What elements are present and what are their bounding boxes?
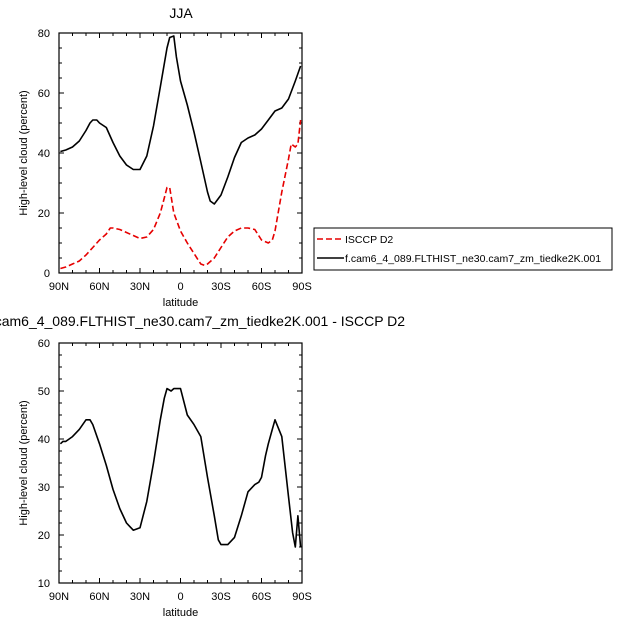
x-tick-label: 60N <box>89 281 109 293</box>
series-line-1 <box>60 35 302 205</box>
x-tick-label: 30S <box>211 281 231 293</box>
x-tick-label: 0 <box>177 591 183 603</box>
y-tick-label: 0 <box>44 268 50 280</box>
series-line-0 <box>60 119 302 270</box>
y-tick-label: 40 <box>38 434 50 446</box>
legend: ISCCP D2 f.cam6_4_089.FLTHIST_ne30.cam7_z… <box>313 227 613 271</box>
y-tick-label: 10 <box>38 578 50 590</box>
x-tick-label: 0 <box>177 281 183 293</box>
x-tick-label: 90N <box>49 591 69 603</box>
legend-box <box>313 227 613 271</box>
x-tick-label: 60S <box>252 281 272 293</box>
y-tick-label: 80 <box>38 28 50 40</box>
chart-jja: JJA 90N 60N 30N 0 30S 60S 90S 0 20 40 60 80 latitude H… <box>18 5 312 309</box>
y-tick-label: 60 <box>38 88 50 100</box>
x-tick-label: 30N <box>130 281 150 293</box>
y-tick-label: 20 <box>38 208 50 220</box>
y-tick-label: 50 <box>38 386 50 398</box>
x-tick-label: 30N <box>130 591 150 603</box>
x-tick-label: 60N <box>89 591 109 603</box>
plot-frame <box>58 32 303 274</box>
y-axis-label: High-level cloud (percent) <box>18 90 30 215</box>
x-axis-label: latitude <box>163 297 198 309</box>
x-tick-label: 90N <box>49 281 69 293</box>
y-tick-label: 20 <box>38 530 50 542</box>
chart-title: f.cam6_4_089.FLTHIST_ne30.cam7_zm_tiedke… <box>0 313 405 329</box>
chart-difference: f.cam6_4_089.FLTHIST_ne30.cam7_zm_tiedke… <box>0 313 405 619</box>
y-axis-label: High-level cloud (percent) <box>18 400 30 525</box>
series-line-0 <box>59 387 302 548</box>
legend-label-1: f.cam6_4_089.FLTHIST_ne30.cam7_zm_tiedke… <box>345 253 601 265</box>
x-tick-label: 90S <box>292 281 312 293</box>
y-tick-label: 60 <box>38 338 50 350</box>
x-tick-label: 30S <box>211 591 231 603</box>
legend-label-0: ISCCP D2 <box>345 234 393 246</box>
x-axis-label: latitude <box>163 607 198 619</box>
chart-title: JJA <box>169 5 193 21</box>
plot-frame <box>58 342 303 584</box>
x-tick-label: 90S <box>292 591 312 603</box>
y-tick-label: 40 <box>38 148 50 160</box>
x-tick-label: 60S <box>252 591 272 603</box>
y-tick-label: 30 <box>38 482 50 494</box>
